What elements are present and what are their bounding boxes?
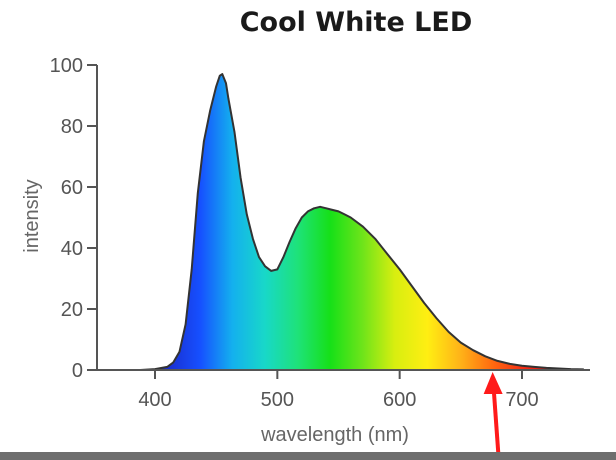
annotation-arrow-shaft [491, 387, 501, 459]
x-tick-label: 500 [261, 389, 294, 411]
spectrum-curve [139, 73, 585, 371]
y-tick-label: 100 [50, 55, 83, 77]
bottom-bar [0, 452, 616, 460]
y-tick-label: 80 [61, 116, 83, 138]
y-axis-label: intensity [21, 179, 43, 252]
y-tick-label: 60 [61, 177, 83, 199]
annotation-layer [483, 372, 503, 459]
y-tick-label: 0 [72, 360, 83, 382]
x-tick-label: 700 [505, 389, 538, 411]
curve-layer [139, 73, 585, 371]
y-tick-label: 40 [61, 238, 83, 260]
x-tick-label: 400 [138, 389, 171, 411]
annotation-arrow-head [483, 372, 503, 394]
x-axis-ticks: 400 500 600 700 [138, 370, 539, 411]
chart-title: Cool White LED [240, 7, 473, 38]
x-axis-label: wavelength (nm) [260, 424, 409, 446]
y-axis-ticks: 0 20 40 60 80 100 [50, 55, 97, 382]
y-tick-label: 20 [61, 299, 83, 321]
x-tick-label: 600 [383, 389, 416, 411]
